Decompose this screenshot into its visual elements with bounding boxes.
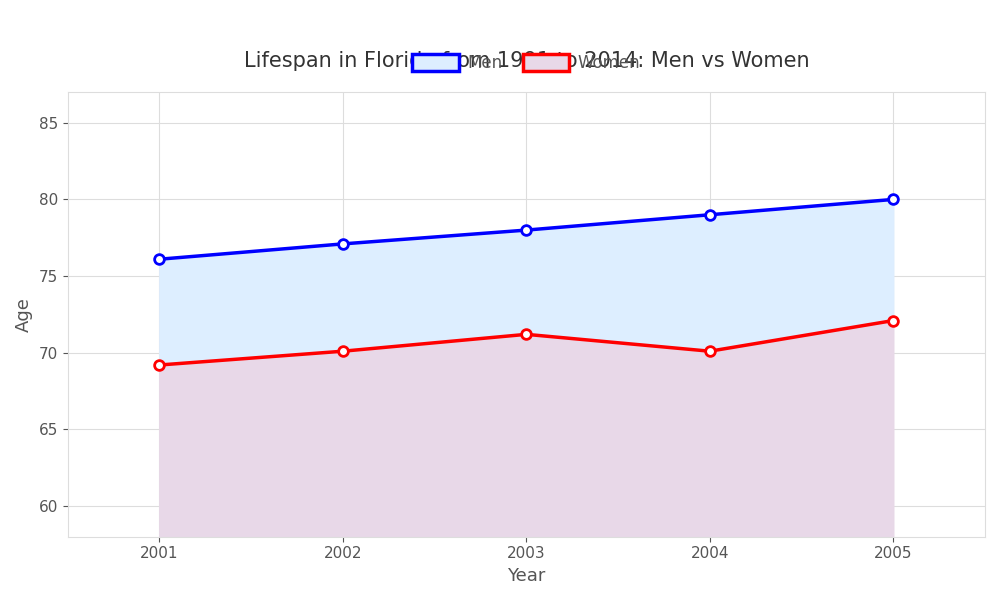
Title: Lifespan in Florida from 1991 to 2014: Men vs Women: Lifespan in Florida from 1991 to 2014: M… [244,51,809,71]
X-axis label: Year: Year [507,567,546,585]
Legend: Men, Women: Men, Women [406,47,647,79]
Y-axis label: Age: Age [15,297,33,332]
